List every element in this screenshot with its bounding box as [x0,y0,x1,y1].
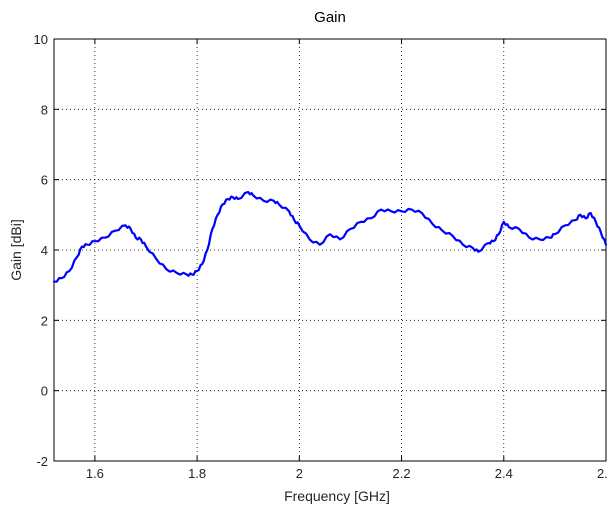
x-tick-label: 1.8 [188,466,206,481]
y-tick-label: 2 [41,313,48,328]
y-tick-label: 6 [41,173,48,188]
x-axis-label: Frequency [GHz] [284,488,390,504]
x-tick-label: 2.6 [597,466,608,481]
y-tick-label: -2 [36,454,48,469]
x-tick-label: 2 [296,466,303,481]
y-axis-label: Gain [dBi] [8,219,24,280]
y-axis-ticks: -2 0 2 4 6 8 10 [34,32,606,469]
chart-title: Gain [314,9,346,26]
x-tick-label: 2.4 [495,466,513,481]
x-axis-ticks: 1.6 1.8 2 2.2 2.4 2.6 [86,39,608,481]
grid-lines [54,39,606,461]
y-tick-label: 4 [41,243,48,258]
series-line [52,190,608,283]
x-tick-label: 1.6 [86,466,104,481]
x-tick-label: 2.2 [393,466,411,481]
y-tick-label: 8 [41,102,48,117]
y-tick-label: 0 [41,384,48,399]
y-tick-label: 10 [34,32,48,47]
